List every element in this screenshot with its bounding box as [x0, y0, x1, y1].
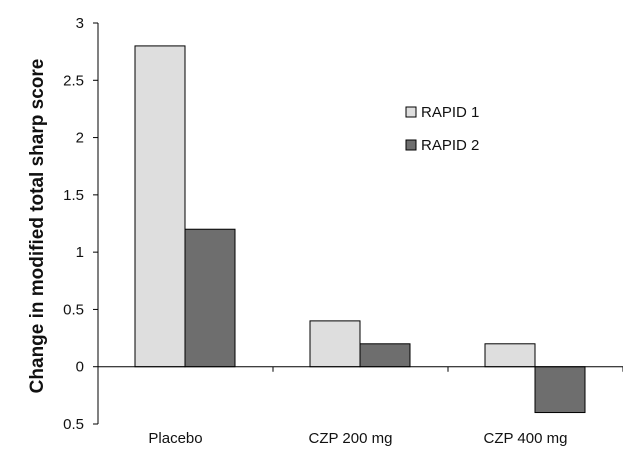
- legend-label: RAPID 1: [421, 104, 479, 121]
- y-tick-label: 2.5: [63, 72, 84, 89]
- y-axis-ticks: 3 2.5 2 1.5 1 0.5 0 0.5: [63, 15, 98, 433]
- y-tick-label: 2: [76, 130, 84, 147]
- y-tick-label: 0: [76, 359, 84, 376]
- y-axis-label: Change in modified total sharp score: [27, 59, 48, 394]
- y-tick-label: 1.5: [63, 187, 84, 204]
- bar: [134, 45, 186, 368]
- bar: [309, 320, 361, 368]
- x-axis-categories: Placebo CZP 200 mg CZP 400 mg: [148, 430, 567, 447]
- legend-label: RAPID 2: [421, 137, 479, 154]
- x-category-label: CZP 400 mg: [484, 430, 568, 447]
- legend-swatch: [405, 139, 417, 151]
- legend: RAPID 1 RAPID 2: [405, 104, 479, 154]
- legend-swatch: [405, 106, 417, 118]
- axes: [97, 23, 623, 424]
- bar: [484, 343, 536, 368]
- y-tick-label: 0.5: [63, 301, 84, 318]
- y-tick-label: 1: [76, 244, 84, 261]
- bar: [534, 366, 586, 414]
- bar: [359, 343, 411, 368]
- y-tick-label: 3: [76, 15, 84, 32]
- x-category-label: Placebo: [148, 430, 202, 447]
- y-tick-label: 0.5: [63, 416, 84, 433]
- bar: [184, 228, 236, 368]
- x-category-label: CZP 200 mg: [309, 430, 393, 447]
- bars: [134, 45, 586, 414]
